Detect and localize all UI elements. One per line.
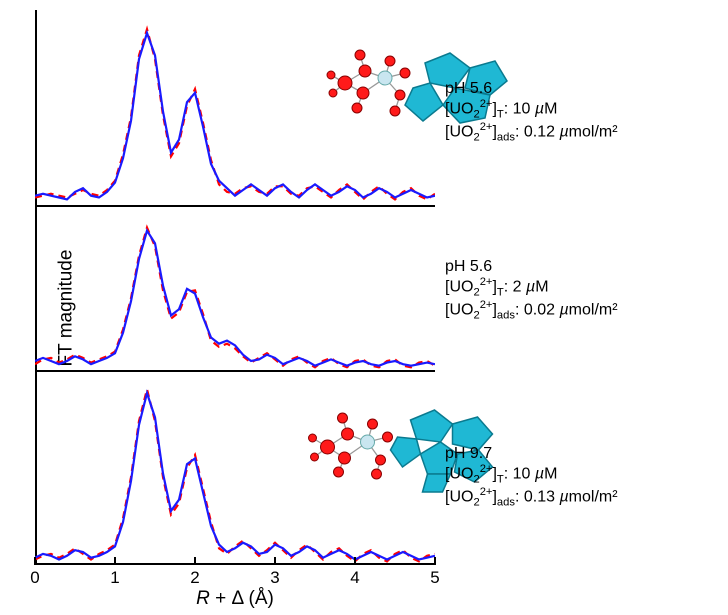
data-curve bbox=[35, 231, 435, 366]
x-tick-label: 0 bbox=[30, 568, 39, 588]
spectrum-panel bbox=[35, 205, 435, 370]
ann-conc-ads: [UO22+]ads: 0.12 µmol/m² bbox=[445, 121, 618, 144]
x-tick-mark bbox=[354, 557, 356, 565]
x-tick-mark bbox=[114, 557, 116, 565]
x-tick-label: 2 bbox=[190, 568, 199, 588]
x-tick-mark bbox=[194, 557, 196, 565]
ann-conc-ads: [UO22+]ads: 0.13 µmol/m² bbox=[445, 486, 618, 509]
panel-annotation: pH 5.6[UO22+]T: 10 µM[UO22+]ads: 0.12 µm… bbox=[445, 80, 618, 143]
panel-annotation: pH 5.6[UO22+]T: 2 µM[UO22+]ads: 0.02 µmo… bbox=[445, 258, 618, 321]
ann-conc-total: [UO22+]T: 2 µM bbox=[445, 276, 618, 299]
ann-ph: pH 5.6 bbox=[445, 258, 618, 276]
x-tick-label: 5 bbox=[430, 568, 439, 588]
x-tick-mark bbox=[434, 557, 436, 565]
x-tick-mark bbox=[34, 557, 36, 565]
x-tick-mark bbox=[274, 557, 276, 565]
ann-conc-total: [UO22+]T: 10 µM bbox=[445, 463, 618, 486]
spectrum-panel bbox=[35, 10, 435, 205]
x-tick-label: 3 bbox=[270, 568, 279, 588]
spectrum-svg bbox=[35, 207, 435, 372]
panel-annotation: pH 9.7[UO22+]T: 10 µM[UO22+]ads: 0.13 µm… bbox=[445, 445, 618, 508]
x-tick-label: 1 bbox=[110, 568, 119, 588]
ann-ph: pH 5.6 bbox=[445, 80, 618, 98]
ann-conc-ads: [UO22+]ads: 0.02 µmol/m² bbox=[445, 299, 618, 322]
figure-container: { "axes": { "y_label": "FT magnitude", "… bbox=[0, 0, 728, 615]
ann-ph: pH 9.7 bbox=[445, 445, 618, 463]
ann-conc-total: [UO22+]T: 10 µM bbox=[445, 98, 618, 121]
x-axis-label: R + Δ (Å) bbox=[35, 588, 435, 610]
x-tick-label: 4 bbox=[350, 568, 359, 588]
spectrum-panel bbox=[35, 370, 435, 565]
